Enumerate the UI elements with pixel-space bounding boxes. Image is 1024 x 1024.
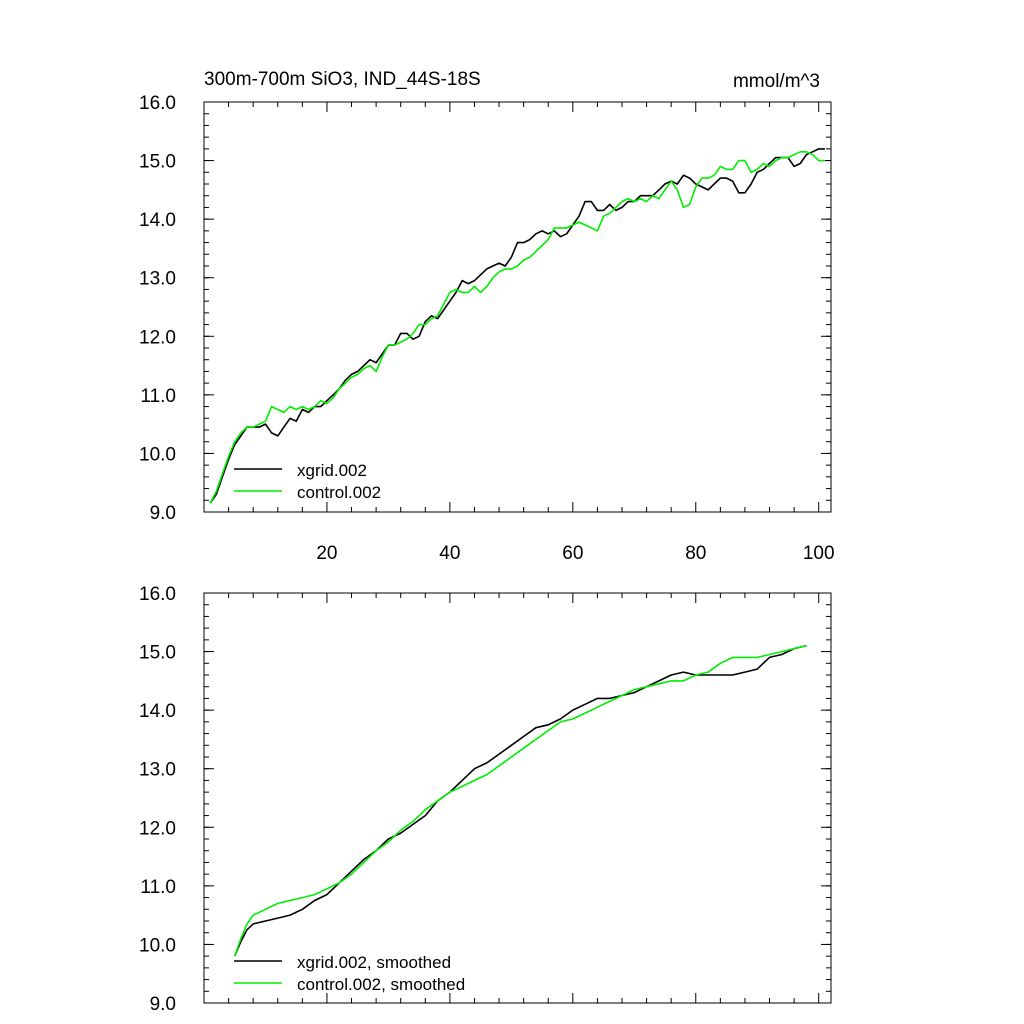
units-label: mmol/m^3 [733,71,820,92]
y-tick-label: 12.0 [139,818,176,839]
x-tick-label: 40 [439,543,460,564]
series-line-control [233,644,807,957]
bottom-panel: 9.0 10.0 11.0 12.0 13.0 14.0 15.0 16.0 xgrid.002… [139,584,832,1015]
y-tick-label: 14.0 [139,701,176,722]
y-tick-label: 11.0 [140,386,176,407]
top-plot-frame [203,101,832,513]
legend-label: xgrid.002 [297,461,367,480]
y-tick-label: 11.0 [140,877,176,898]
x-tick-label: 80 [685,543,706,564]
legend-label: xgrid.002, smoothed [297,953,451,972]
series-line-control [209,151,825,504]
y-tick-label: 16.0 [139,584,176,605]
legend-label: control.002 [297,483,381,502]
x-tick-label: 60 [562,543,583,564]
y-tick-label: 12.0 [139,327,176,348]
y-tick-label: 13.0 [139,269,176,290]
bottom-plot-frame [203,592,832,1004]
y-tick-label: 16.0 [139,93,176,114]
top-panel: 9.0 10.0 11.0 12.0 13.0 14.0 15.0 16.0 20 40 60 80 1… [139,93,835,564]
series-line-xgrid [209,148,825,504]
y-tick-label: 13.0 [139,760,176,781]
y-tick-label: 10.0 [139,444,176,465]
chart-title: 300m-700m SiO3, IND_44S-18S [204,69,481,90]
y-tick-label: 14.0 [139,210,176,231]
y-tick-label: 15.0 [139,152,176,173]
y-tick-label: 9.0 [150,994,176,1015]
y-tick-label: 15.0 [139,643,176,664]
x-tick-label: 20 [316,543,337,564]
series-line-xgrid [233,644,807,957]
legend-label: control.002, smoothed [297,975,465,994]
y-tick-label: 9.0 [150,503,176,524]
x-tick-label: 100 [803,543,835,564]
y-tick-label: 10.0 [139,935,176,956]
